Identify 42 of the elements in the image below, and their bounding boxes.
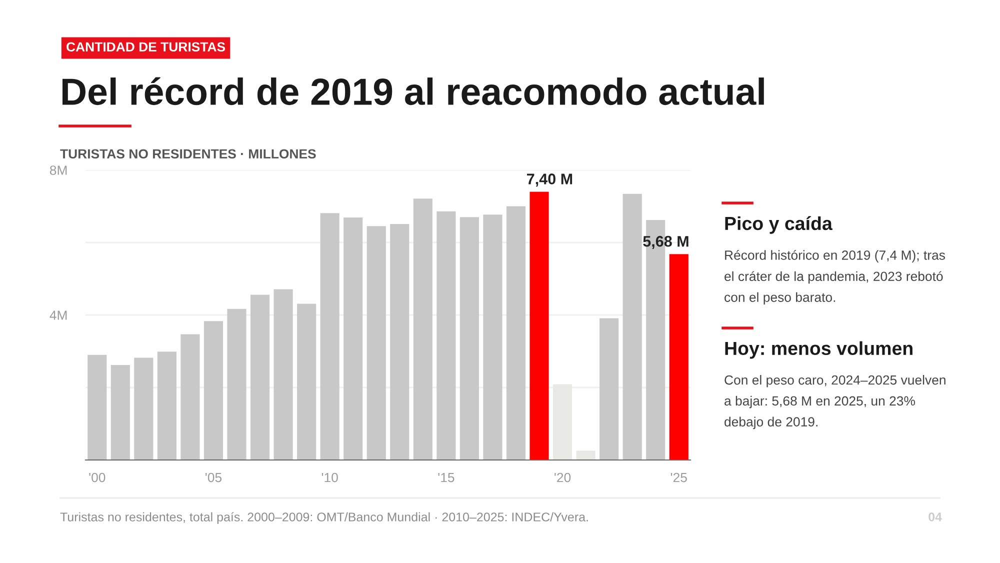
bar [110,365,130,460]
bar [157,352,176,460]
text: Récord histórico en 2019 (7,4 M); tras el cráter de la pandemia, 2023 rebotó con el peso barato. [724,250,945,305]
bar [530,192,549,460]
x-tick-label: '20 [554,472,571,482]
bar [274,289,293,460]
text: Hoy: menos volumen [725,341,912,359]
x-tick-label: '05 [206,472,222,482]
bar [134,358,154,460]
bar [250,294,270,460]
bar [88,354,107,460]
bar [600,318,619,460]
bar [344,217,363,460]
bar [180,334,200,460]
bar [576,450,596,460]
data-label: 5,68 M [643,236,688,249]
x-tick-label: '15 [438,472,454,482]
text: Turistas no residentes, total país. 2000–2009: OMT/Banco Mundial · 2010–2025: INDEC/Yvera. [60,512,588,524]
bar [204,321,224,460]
chart-subtitle: CANTIDAD DE TURISTAS [66,42,226,52]
bar [297,304,316,460]
bar [460,217,479,460]
bar [506,206,526,460]
text: Pico y caída [725,216,833,234]
y-tick-label: 4M [50,310,67,320]
data-label: 7,40 M [527,174,572,187]
bar [366,226,386,460]
chart-title: Del récord de 2019 al reacomodo actual [62,77,764,106]
bar [390,224,410,460]
x-tick-label: '00 [89,472,106,482]
bar [622,194,642,460]
text: Con el peso caro, 2024–2025 vuelven a bajar: 5,68 M en 2025, un 23% debajo de 2019. [724,375,946,430]
bar [413,198,432,460]
bar [436,211,456,460]
y-tick-label: 8M [50,166,67,175]
bar [227,308,246,460]
y-axis-title: TURISTAS NO RESIDENTES · MILLONES [60,149,316,159]
x-tick-label: '10 [322,472,338,482]
bar [320,213,340,460]
x-tick-label: '25 [670,472,687,482]
bar [483,214,502,460]
bar [669,254,688,460]
